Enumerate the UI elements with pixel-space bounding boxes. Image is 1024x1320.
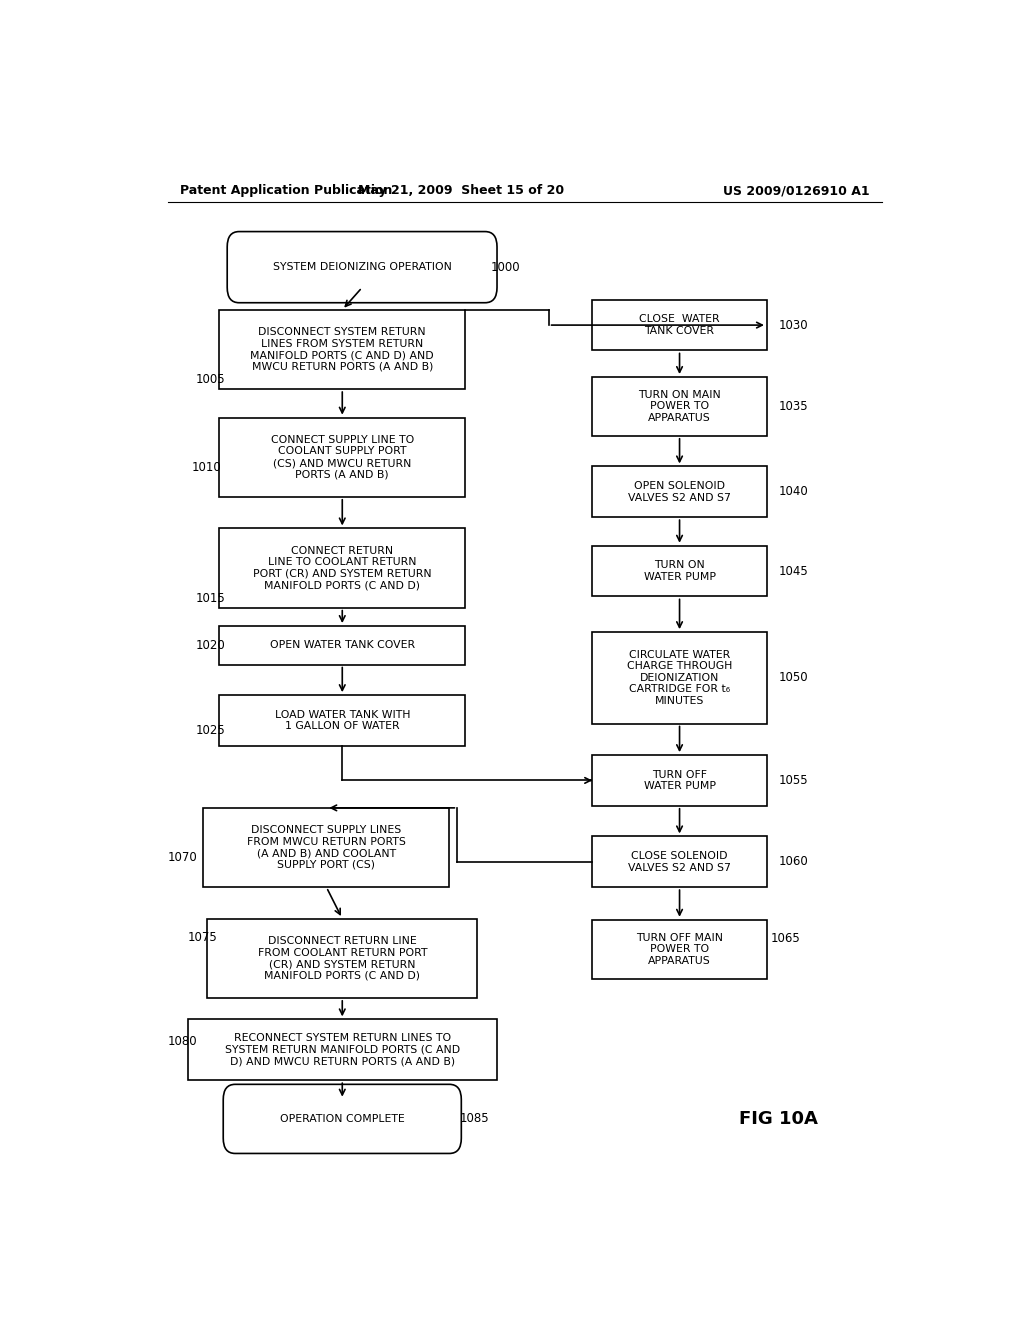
FancyBboxPatch shape bbox=[592, 466, 767, 517]
Text: 1010: 1010 bbox=[191, 461, 221, 474]
FancyBboxPatch shape bbox=[592, 755, 767, 805]
Text: US 2009/0126910 A1: US 2009/0126910 A1 bbox=[723, 185, 870, 198]
Text: 1085: 1085 bbox=[460, 1113, 489, 1126]
Text: OPERATION COMPLETE: OPERATION COMPLETE bbox=[280, 1114, 404, 1123]
FancyBboxPatch shape bbox=[219, 626, 465, 664]
FancyBboxPatch shape bbox=[592, 378, 767, 436]
Text: TURN OFF
WATER PUMP: TURN OFF WATER PUMP bbox=[643, 770, 716, 791]
FancyBboxPatch shape bbox=[219, 528, 465, 607]
Text: 1065: 1065 bbox=[771, 932, 801, 945]
FancyBboxPatch shape bbox=[592, 545, 767, 597]
FancyBboxPatch shape bbox=[223, 1084, 462, 1154]
Text: 1020: 1020 bbox=[196, 639, 225, 652]
Text: 1075: 1075 bbox=[187, 932, 217, 945]
FancyBboxPatch shape bbox=[592, 837, 767, 887]
Text: CONNECT SUPPLY LINE TO
COOLANT SUPPLY PORT
(CS) AND MWCU RETURN
PORTS (A AND B): CONNECT SUPPLY LINE TO COOLANT SUPPLY PO… bbox=[270, 434, 414, 479]
Text: OPEN WATER TANK COVER: OPEN WATER TANK COVER bbox=[269, 640, 415, 651]
Text: TURN OFF MAIN
POWER TO
APPARATUS: TURN OFF MAIN POWER TO APPARATUS bbox=[636, 932, 723, 966]
Text: 1025: 1025 bbox=[196, 725, 225, 737]
Text: 1035: 1035 bbox=[778, 400, 808, 413]
Text: DISCONNECT SYSTEM RETURN
LINES FROM SYSTEM RETURN
MANIFOLD PORTS (C AND D) AND
M: DISCONNECT SYSTEM RETURN LINES FROM SYST… bbox=[251, 327, 434, 372]
Text: SYSTEM DEIONIZING OPERATION: SYSTEM DEIONIZING OPERATION bbox=[272, 263, 452, 272]
Text: RECONNECT SYSTEM RETURN LINES TO
SYSTEM RETURN MANIFOLD PORTS (C AND
D) AND MWCU: RECONNECT SYSTEM RETURN LINES TO SYSTEM … bbox=[224, 1034, 460, 1067]
FancyBboxPatch shape bbox=[187, 1019, 497, 1080]
FancyBboxPatch shape bbox=[219, 310, 465, 389]
Text: 1070: 1070 bbox=[168, 851, 198, 865]
Text: DISCONNECT RETURN LINE
FROM COOLANT RETURN PORT
(CR) AND SYSTEM RETURN
MANIFOLD : DISCONNECT RETURN LINE FROM COOLANT RETU… bbox=[257, 936, 427, 981]
Text: TURN ON
WATER PUMP: TURN ON WATER PUMP bbox=[643, 560, 716, 582]
Text: 1060: 1060 bbox=[778, 855, 809, 869]
Text: 1005: 1005 bbox=[196, 374, 225, 387]
FancyBboxPatch shape bbox=[592, 920, 767, 978]
Text: 1040: 1040 bbox=[778, 486, 809, 498]
FancyBboxPatch shape bbox=[227, 231, 497, 302]
FancyBboxPatch shape bbox=[204, 808, 450, 887]
FancyBboxPatch shape bbox=[219, 696, 465, 746]
Text: May 21, 2009  Sheet 15 of 20: May 21, 2009 Sheet 15 of 20 bbox=[358, 185, 564, 198]
Text: DISCONNECT SUPPLY LINES
FROM MWCU RETURN PORTS
(A AND B) AND COOLANT
SUPPLY PORT: DISCONNECT SUPPLY LINES FROM MWCU RETURN… bbox=[247, 825, 406, 870]
Text: CIRCULATE WATER
CHARGE THROUGH
DEIONIZATION
CARTRIDGE FOR t₆
MINUTES: CIRCULATE WATER CHARGE THROUGH DEIONIZAT… bbox=[627, 649, 732, 706]
Text: CONNECT RETURN
LINE TO COOLANT RETURN
PORT (CR) AND SYSTEM RETURN
MANIFOLD PORTS: CONNECT RETURN LINE TO COOLANT RETURN PO… bbox=[253, 545, 431, 590]
Text: 1015: 1015 bbox=[196, 591, 225, 605]
Text: CLOSE SOLENOID
VALVES S2 AND S7: CLOSE SOLENOID VALVES S2 AND S7 bbox=[628, 851, 731, 873]
FancyBboxPatch shape bbox=[207, 919, 477, 998]
Text: CLOSE  WATER
TANK COVER: CLOSE WATER TANK COVER bbox=[639, 314, 720, 335]
FancyBboxPatch shape bbox=[592, 300, 767, 351]
Text: 1000: 1000 bbox=[490, 260, 520, 273]
Text: Patent Application Publication: Patent Application Publication bbox=[179, 185, 392, 198]
FancyBboxPatch shape bbox=[219, 417, 465, 496]
Text: 1055: 1055 bbox=[778, 774, 808, 787]
Text: TURN ON MAIN
POWER TO
APPARATUS: TURN ON MAIN POWER TO APPARATUS bbox=[638, 389, 721, 422]
Text: 1030: 1030 bbox=[778, 318, 808, 331]
Text: 1080: 1080 bbox=[168, 1035, 198, 1048]
Text: FIG 10A: FIG 10A bbox=[739, 1110, 818, 1127]
Text: OPEN SOLENOID
VALVES S2 AND S7: OPEN SOLENOID VALVES S2 AND S7 bbox=[628, 480, 731, 503]
Text: 1050: 1050 bbox=[778, 672, 808, 684]
FancyBboxPatch shape bbox=[592, 632, 767, 723]
Text: LOAD WATER TANK WITH
1 GALLON OF WATER: LOAD WATER TANK WITH 1 GALLON OF WATER bbox=[274, 710, 410, 731]
Text: 1045: 1045 bbox=[778, 565, 809, 578]
